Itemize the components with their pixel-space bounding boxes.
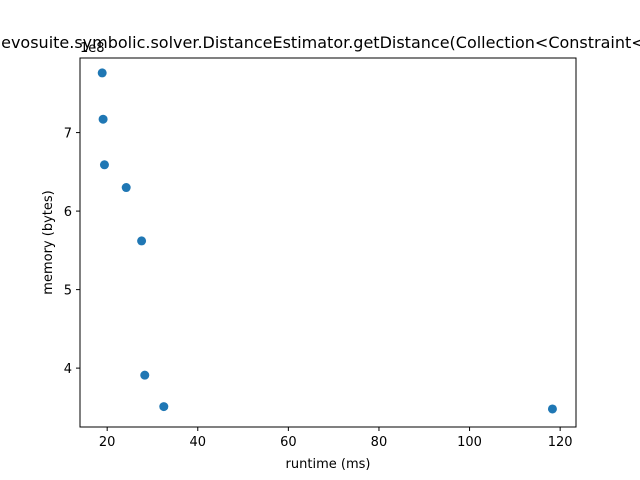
x-tick-label-40: 40 — [189, 435, 206, 450]
scatter-point-1 — [97, 68, 107, 78]
y-axis-label: memory (bytes) — [41, 190, 56, 294]
y-offset-label: 1e8 — [80, 41, 105, 56]
scatter-point-8 — [547, 404, 557, 414]
x-axis-label: runtime (ms) — [286, 457, 371, 472]
plot-frame — [79, 57, 577, 428]
scatter-point-2 — [98, 114, 108, 124]
y-tick-label-7: 7 — [64, 127, 72, 142]
x-tick-label-100: 100 — [457, 435, 482, 450]
scatter-point-3 — [99, 160, 109, 170]
x-tick-label-120: 120 — [548, 435, 573, 450]
x-tick-label-20: 20 — [99, 435, 116, 450]
chart-title: org.evosuite.symbolic.solver.DistanceEst… — [0, 33, 640, 52]
x-tick-label-60: 60 — [280, 435, 297, 450]
y-tick-label-6: 6 — [64, 205, 72, 220]
scatter-points — [97, 68, 557, 414]
scatter-point-4 — [121, 183, 131, 193]
y-tick-label-4: 4 — [64, 362, 72, 377]
x-tick-label-80: 80 — [371, 435, 388, 450]
scatter-point-6 — [140, 370, 150, 380]
y-tick-label-5: 5 — [64, 284, 72, 299]
scatter-point-5 — [137, 236, 147, 246]
scatter-point-7 — [159, 402, 169, 412]
